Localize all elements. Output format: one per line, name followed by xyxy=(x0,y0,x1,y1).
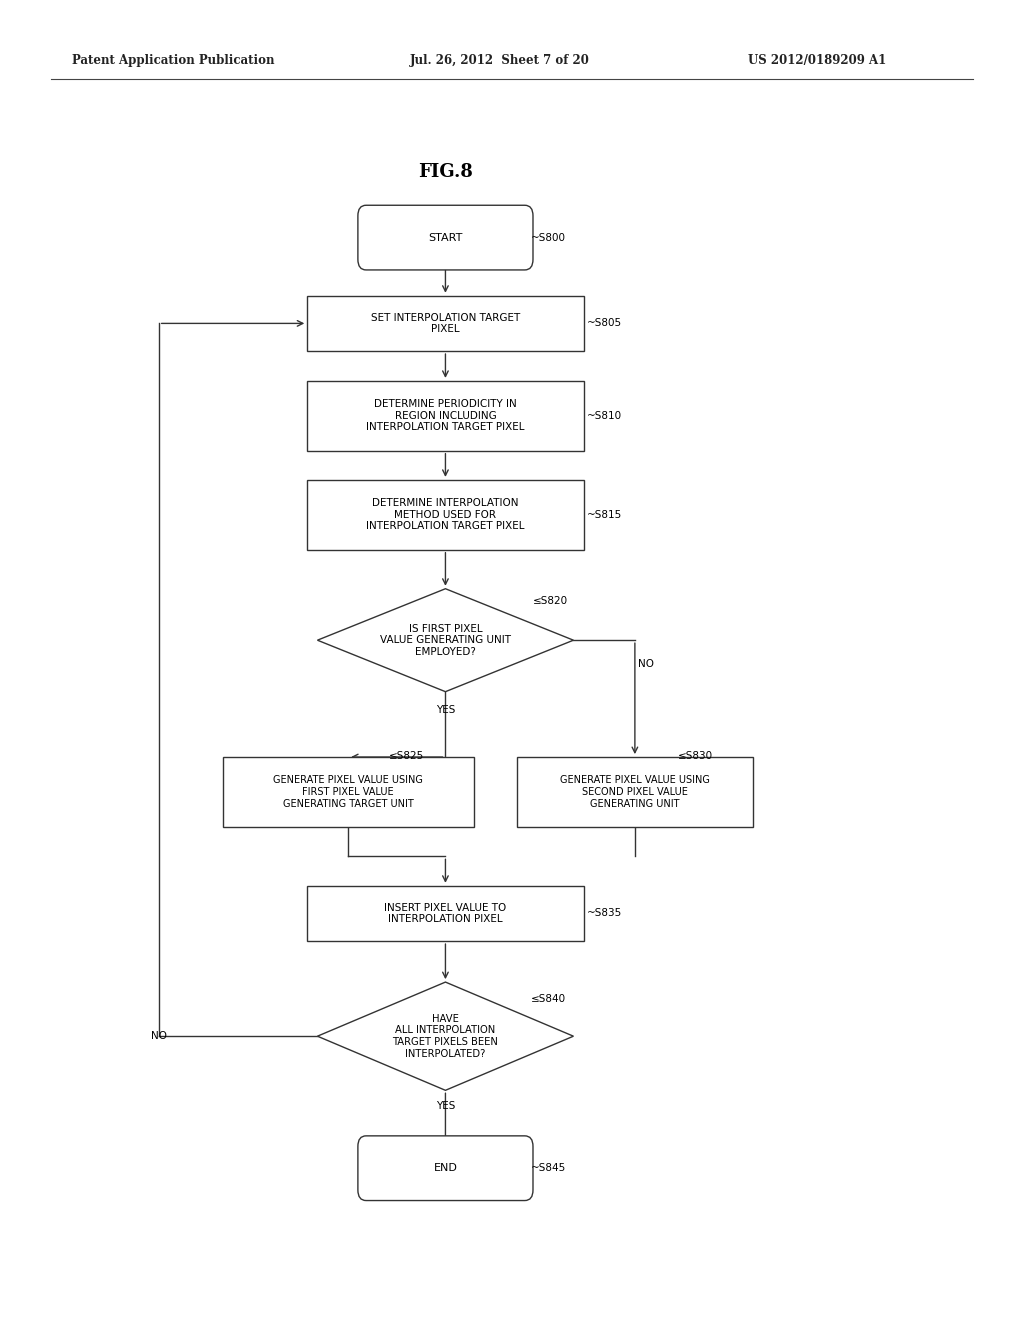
FancyBboxPatch shape xyxy=(517,758,753,826)
Text: Jul. 26, 2012  Sheet 7 of 20: Jul. 26, 2012 Sheet 7 of 20 xyxy=(410,54,590,67)
Text: INSERT PIXEL VALUE TO
INTERPOLATION PIXEL: INSERT PIXEL VALUE TO INTERPOLATION PIXE… xyxy=(384,903,507,924)
Text: FIG.8: FIG.8 xyxy=(418,162,473,181)
Text: GENERATE PIXEL VALUE USING
FIRST PIXEL VALUE
GENERATING TARGET UNIT: GENERATE PIXEL VALUE USING FIRST PIXEL V… xyxy=(273,775,423,809)
Polygon shape xyxy=(317,982,573,1090)
FancyBboxPatch shape xyxy=(358,205,532,271)
Text: END: END xyxy=(433,1163,458,1173)
Text: START: START xyxy=(428,232,463,243)
Text: ~S835: ~S835 xyxy=(587,908,622,919)
Text: ≤S840: ≤S840 xyxy=(530,994,565,1005)
Text: YES: YES xyxy=(436,1101,455,1111)
FancyBboxPatch shape xyxy=(223,758,473,826)
Text: SET INTERPOLATION TARGET
PIXEL: SET INTERPOLATION TARGET PIXEL xyxy=(371,313,520,334)
FancyBboxPatch shape xyxy=(358,1135,532,1201)
Text: Patent Application Publication: Patent Application Publication xyxy=(72,54,274,67)
Text: NO: NO xyxy=(151,1031,167,1041)
Text: HAVE
ALL INTERPOLATION
TARGET PIXELS BEEN
INTERPOLATED?: HAVE ALL INTERPOLATION TARGET PIXELS BEE… xyxy=(392,1014,499,1059)
Text: YES: YES xyxy=(436,705,455,715)
Text: ~S810: ~S810 xyxy=(587,411,622,421)
Text: ≤S825: ≤S825 xyxy=(389,751,424,762)
Text: DETERMINE PERIODICITY IN
REGION INCLUDING
INTERPOLATION TARGET PIXEL: DETERMINE PERIODICITY IN REGION INCLUDIN… xyxy=(367,399,524,433)
FancyBboxPatch shape xyxy=(307,479,584,549)
Polygon shape xyxy=(317,589,573,692)
Text: IS FIRST PIXEL
VALUE GENERATING UNIT
EMPLOYED?: IS FIRST PIXEL VALUE GENERATING UNIT EMP… xyxy=(380,623,511,657)
Text: DETERMINE INTERPOLATION
METHOD USED FOR
INTERPOLATION TARGET PIXEL: DETERMINE INTERPOLATION METHOD USED FOR … xyxy=(367,498,524,532)
Text: ~S805: ~S805 xyxy=(587,318,622,329)
Text: NO: NO xyxy=(638,659,654,669)
FancyBboxPatch shape xyxy=(307,296,584,351)
FancyBboxPatch shape xyxy=(307,886,584,941)
FancyBboxPatch shape xyxy=(307,380,584,450)
Text: ≤S820: ≤S820 xyxy=(532,595,567,606)
Text: ~S815: ~S815 xyxy=(587,510,622,520)
Text: ≤S830: ≤S830 xyxy=(678,751,713,762)
Text: ~S845: ~S845 xyxy=(530,1163,565,1173)
Text: US 2012/0189209 A1: US 2012/0189209 A1 xyxy=(748,54,886,67)
Text: ~S800: ~S800 xyxy=(530,232,565,243)
Text: GENERATE PIXEL VALUE USING
SECOND PIXEL VALUE
GENERATING UNIT: GENERATE PIXEL VALUE USING SECOND PIXEL … xyxy=(560,775,710,809)
